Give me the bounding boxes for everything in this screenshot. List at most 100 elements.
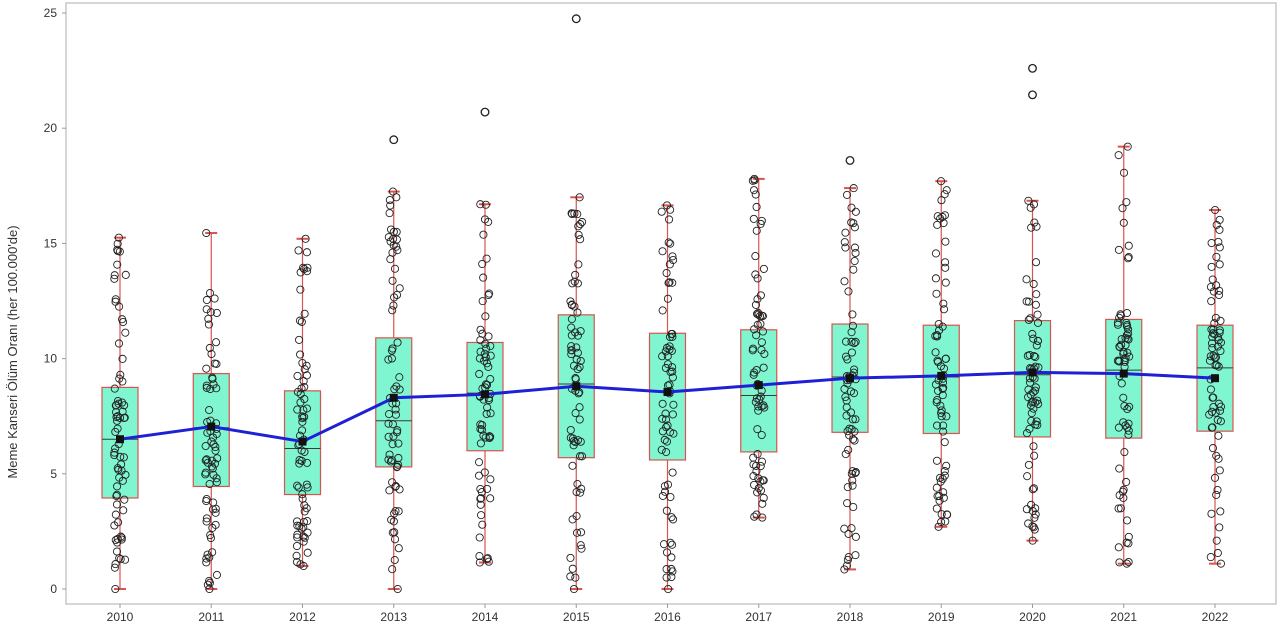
data-point (1122, 308, 1132, 318)
data-point (851, 415, 860, 424)
data-point (669, 400, 678, 409)
data-point (576, 220, 585, 229)
mean-marker (937, 371, 946, 380)
data-point (110, 450, 119, 460)
x-tick-label: 2022 (1202, 610, 1229, 624)
data-point (115, 473, 124, 482)
data-point (933, 492, 942, 501)
data-point (840, 384, 849, 393)
data-point (939, 427, 948, 436)
data-point (205, 343, 214, 353)
data-point (567, 301, 576, 310)
data-point (113, 538, 122, 547)
data-point (1214, 290, 1224, 300)
data-point (1114, 151, 1123, 160)
data-point (931, 274, 940, 283)
outlier-point (480, 107, 490, 117)
data-point (394, 507, 403, 516)
data-point (212, 474, 221, 483)
data-point (749, 214, 758, 223)
data-point (752, 510, 761, 519)
data-point (390, 293, 399, 302)
data-point (303, 548, 312, 557)
data-point (1123, 348, 1132, 357)
data-point (850, 365, 859, 374)
data-point (205, 289, 215, 298)
data-point (395, 373, 404, 382)
data-point (207, 349, 216, 359)
data-point (753, 309, 762, 318)
data-point (208, 523, 217, 532)
data-point (1212, 281, 1221, 290)
data-point (1215, 225, 1224, 234)
data-point (1115, 357, 1124, 366)
data-point (658, 306, 667, 315)
data-point (1033, 318, 1043, 327)
data-point (120, 495, 129, 504)
outlier-point (845, 156, 855, 165)
data-point (940, 190, 949, 199)
data-point (1024, 393, 1033, 402)
data-point (119, 506, 128, 515)
data-point (388, 565, 397, 574)
data-point (113, 246, 122, 256)
data-point (847, 425, 856, 434)
data-point (1031, 420, 1040, 429)
data-point (941, 237, 950, 246)
data-point (575, 415, 584, 424)
data-point (759, 493, 768, 502)
data-point (941, 354, 950, 363)
data-point (759, 363, 768, 372)
x-tick-label: 2019 (928, 610, 955, 624)
data-point (662, 448, 671, 457)
data-point (1123, 142, 1132, 151)
data-point (295, 522, 304, 531)
data-point (847, 469, 856, 478)
data-point (666, 492, 675, 502)
data-point (663, 480, 673, 489)
data-point (841, 228, 850, 237)
data-point (1024, 196, 1033, 205)
data-point (393, 584, 402, 594)
data-point (1122, 477, 1131, 487)
data-point (482, 254, 491, 263)
data-point (1115, 558, 1124, 567)
data-point (573, 365, 582, 374)
data-point (851, 207, 860, 216)
data-point (1212, 490, 1221, 499)
data-point (847, 203, 856, 212)
data-point (752, 366, 761, 375)
data-point (1214, 333, 1223, 342)
data-point (566, 425, 575, 435)
data-point (939, 493, 948, 502)
data-point (1117, 335, 1126, 344)
data-point (939, 305, 949, 314)
data-point (1031, 398, 1040, 407)
data-point (571, 438, 580, 447)
mean-marker (116, 435, 124, 444)
mean-marker (207, 422, 216, 431)
mean-marker (389, 393, 398, 402)
x-tick-label: 2014 (472, 610, 499, 624)
data-point (665, 278, 674, 287)
data-point (112, 408, 121, 417)
data-point (666, 205, 675, 214)
data-point (1207, 262, 1216, 271)
data-point (662, 548, 672, 557)
data-point (939, 383, 948, 392)
data-point (662, 565, 671, 574)
data-point (110, 271, 119, 280)
data-point (300, 309, 309, 318)
data-point (759, 476, 768, 485)
data-point (937, 412, 946, 421)
data-point (576, 356, 585, 365)
data-point (841, 243, 850, 252)
data-point (567, 209, 576, 218)
data-point (1030, 451, 1039, 460)
data-point (477, 425, 486, 434)
data-point (1125, 402, 1134, 411)
data-point (758, 499, 767, 508)
data-point (1210, 473, 1220, 482)
data-point (1031, 383, 1040, 392)
data-point (480, 349, 489, 358)
